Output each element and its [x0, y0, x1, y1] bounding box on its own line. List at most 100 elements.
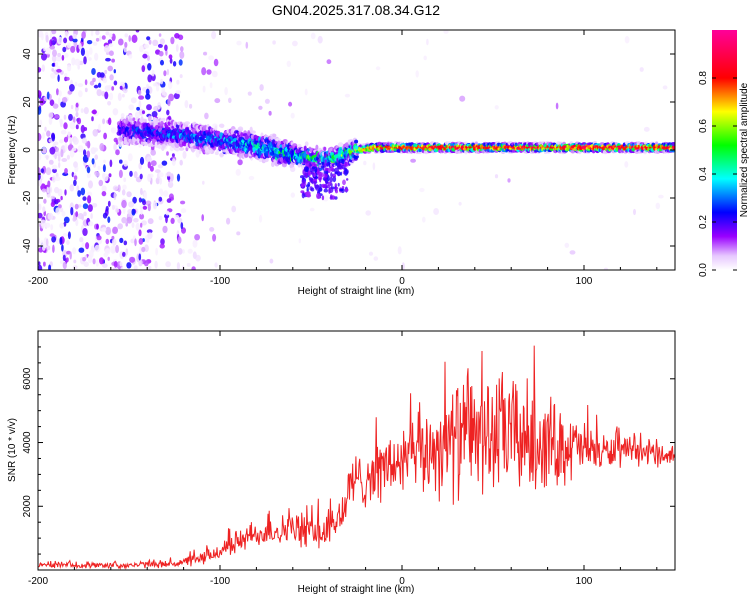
- spectrogram-cell: [113, 260, 118, 268]
- spectrogram-cell: [321, 195, 325, 201]
- spectrogram-cell: [81, 137, 87, 144]
- spectrogram-cell: [148, 39, 152, 45]
- spectrogram-cell: [84, 79, 88, 86]
- spectrogram-cell: [323, 146, 327, 151]
- spectrogram-cell: [101, 191, 107, 197]
- spectrogram-cell: [126, 216, 133, 224]
- spectrogram-cell: [49, 39, 53, 47]
- spectrogram-cell: [101, 35, 106, 40]
- spectrogram-cell: [175, 44, 179, 52]
- spectrogram-cell: [157, 144, 162, 149]
- spectrogram-cell: [128, 54, 133, 59]
- spectrogram-cell: [91, 109, 97, 115]
- spectrogram-cell: [203, 51, 207, 56]
- spectrogram-cell: [142, 205, 148, 210]
- spectrogram-cell: [55, 56, 62, 62]
- spectrogram-cell: [344, 93, 350, 98]
- spectrogram-cell: [128, 201, 135, 208]
- spectrogram-cell: [64, 31, 69, 39]
- spectrogram-cell: [83, 56, 87, 65]
- spectrogram-cell: [127, 153, 133, 162]
- spectrogram-cell: [66, 42, 71, 49]
- spectrogram-cell: [50, 195, 55, 200]
- spectrogram-cell: [161, 160, 168, 166]
- spectrogram-cell: [312, 179, 318, 183]
- spectrogram-cell: [102, 164, 106, 173]
- spectrogram-cell: [123, 240, 128, 246]
- spectrogram-cell: [220, 123, 225, 128]
- spectrogram-cell: [323, 188, 328, 193]
- spectrogram-cell: [122, 184, 127, 190]
- spectrogram-cell: [354, 145, 359, 150]
- spectrogram-cell: [124, 33, 129, 38]
- spectrogram-cell: [38, 203, 42, 211]
- spectrogram-cell: [51, 133, 56, 142]
- spectrogram-cell: [92, 203, 98, 208]
- spectrogram-cell: [305, 163, 310, 167]
- spectrogram-cell: [98, 179, 104, 187]
- spectrogram-cell: [327, 181, 332, 186]
- colorbar-label: Normalized spectral amplitude: [739, 82, 750, 217]
- spectrogram-cell: [337, 182, 340, 187]
- spectrogram-cell: [138, 143, 142, 148]
- spectrogram-cell: [639, 67, 644, 72]
- spectrogram-cell: [43, 47, 46, 52]
- spectrogram-cell: [160, 121, 164, 126]
- spectrogram-cell: [176, 79, 180, 85]
- spectrogram-cell: [303, 145, 307, 152]
- colorbar-tick-label: 0.6: [698, 119, 709, 133]
- spectrogram-cell: [238, 153, 242, 159]
- spectrogram-cell: [259, 214, 263, 223]
- spectrogram-cell: [278, 153, 283, 158]
- spectrogram-cell: [124, 41, 128, 48]
- spectrogram-cell: [115, 244, 119, 254]
- spectrogram-cell: [643, 126, 650, 132]
- spectrogram-cell: [41, 188, 47, 193]
- spectrogram-cell: [49, 233, 55, 237]
- spectrogram-cell: [127, 209, 133, 215]
- spectrogram-cell: [59, 237, 63, 245]
- spectrogram-cell: [49, 147, 56, 155]
- spectrogram-cell: [107, 65, 113, 72]
- spectrogram-cell: [95, 30, 100, 36]
- spectrogram-xlabel: Height of straight line (km): [298, 286, 415, 297]
- spectrogram-cell: [337, 163, 342, 170]
- spectrogram-cell: [671, 142, 675, 147]
- spectrogram-cell: [39, 119, 43, 128]
- spectrogram-cell: [86, 150, 91, 158]
- spectrogram-cell: [99, 257, 104, 265]
- spectrogram-cell: [119, 261, 123, 267]
- spectrogram-cell: [38, 67, 42, 73]
- spectrogram-cell: [298, 238, 301, 244]
- spectrogram-cell: [41, 223, 45, 229]
- spectrogram-cell: [201, 214, 204, 222]
- spectrogram-cell: [337, 142, 344, 147]
- spectrogram-cell: [83, 261, 89, 268]
- spectrogram-cell: [312, 166, 316, 170]
- spectrogram-cell: [415, 70, 419, 78]
- spectrogram-cell: [81, 31, 86, 39]
- spectrogram-cell: [175, 90, 182, 95]
- spectrogram-cell: [82, 196, 87, 201]
- spectrogram-cell: [104, 69, 108, 75]
- spectrogram-cell: [443, 30, 449, 34]
- spectrogram-cell: [75, 218, 79, 227]
- spectrogram-cell: [341, 186, 345, 189]
- spectrogram-cell: [40, 168, 45, 174]
- spectrogram-cell: [235, 168, 241, 176]
- spectrogram-cell: [66, 154, 70, 160]
- spectrogram-cell: [111, 86, 115, 91]
- spectrogram-cell: [158, 50, 164, 57]
- spectrogram-cell: [346, 178, 349, 181]
- spectrogram-cell: [507, 178, 511, 183]
- spectrogram-cell: [113, 143, 117, 151]
- spectrogram-cell: [51, 164, 58, 170]
- spectrogram-cell: [91, 68, 96, 75]
- spectrogram-cell: [211, 70, 218, 78]
- spectrogram-ytick-label: -20: [22, 190, 33, 205]
- spectrogram-cell: [82, 203, 89, 210]
- spectrogram-cell: [62, 233, 68, 237]
- snr-series-line: [38, 345, 675, 570]
- spectrogram-cell: [83, 127, 88, 131]
- spectrogram-cell: [56, 68, 62, 73]
